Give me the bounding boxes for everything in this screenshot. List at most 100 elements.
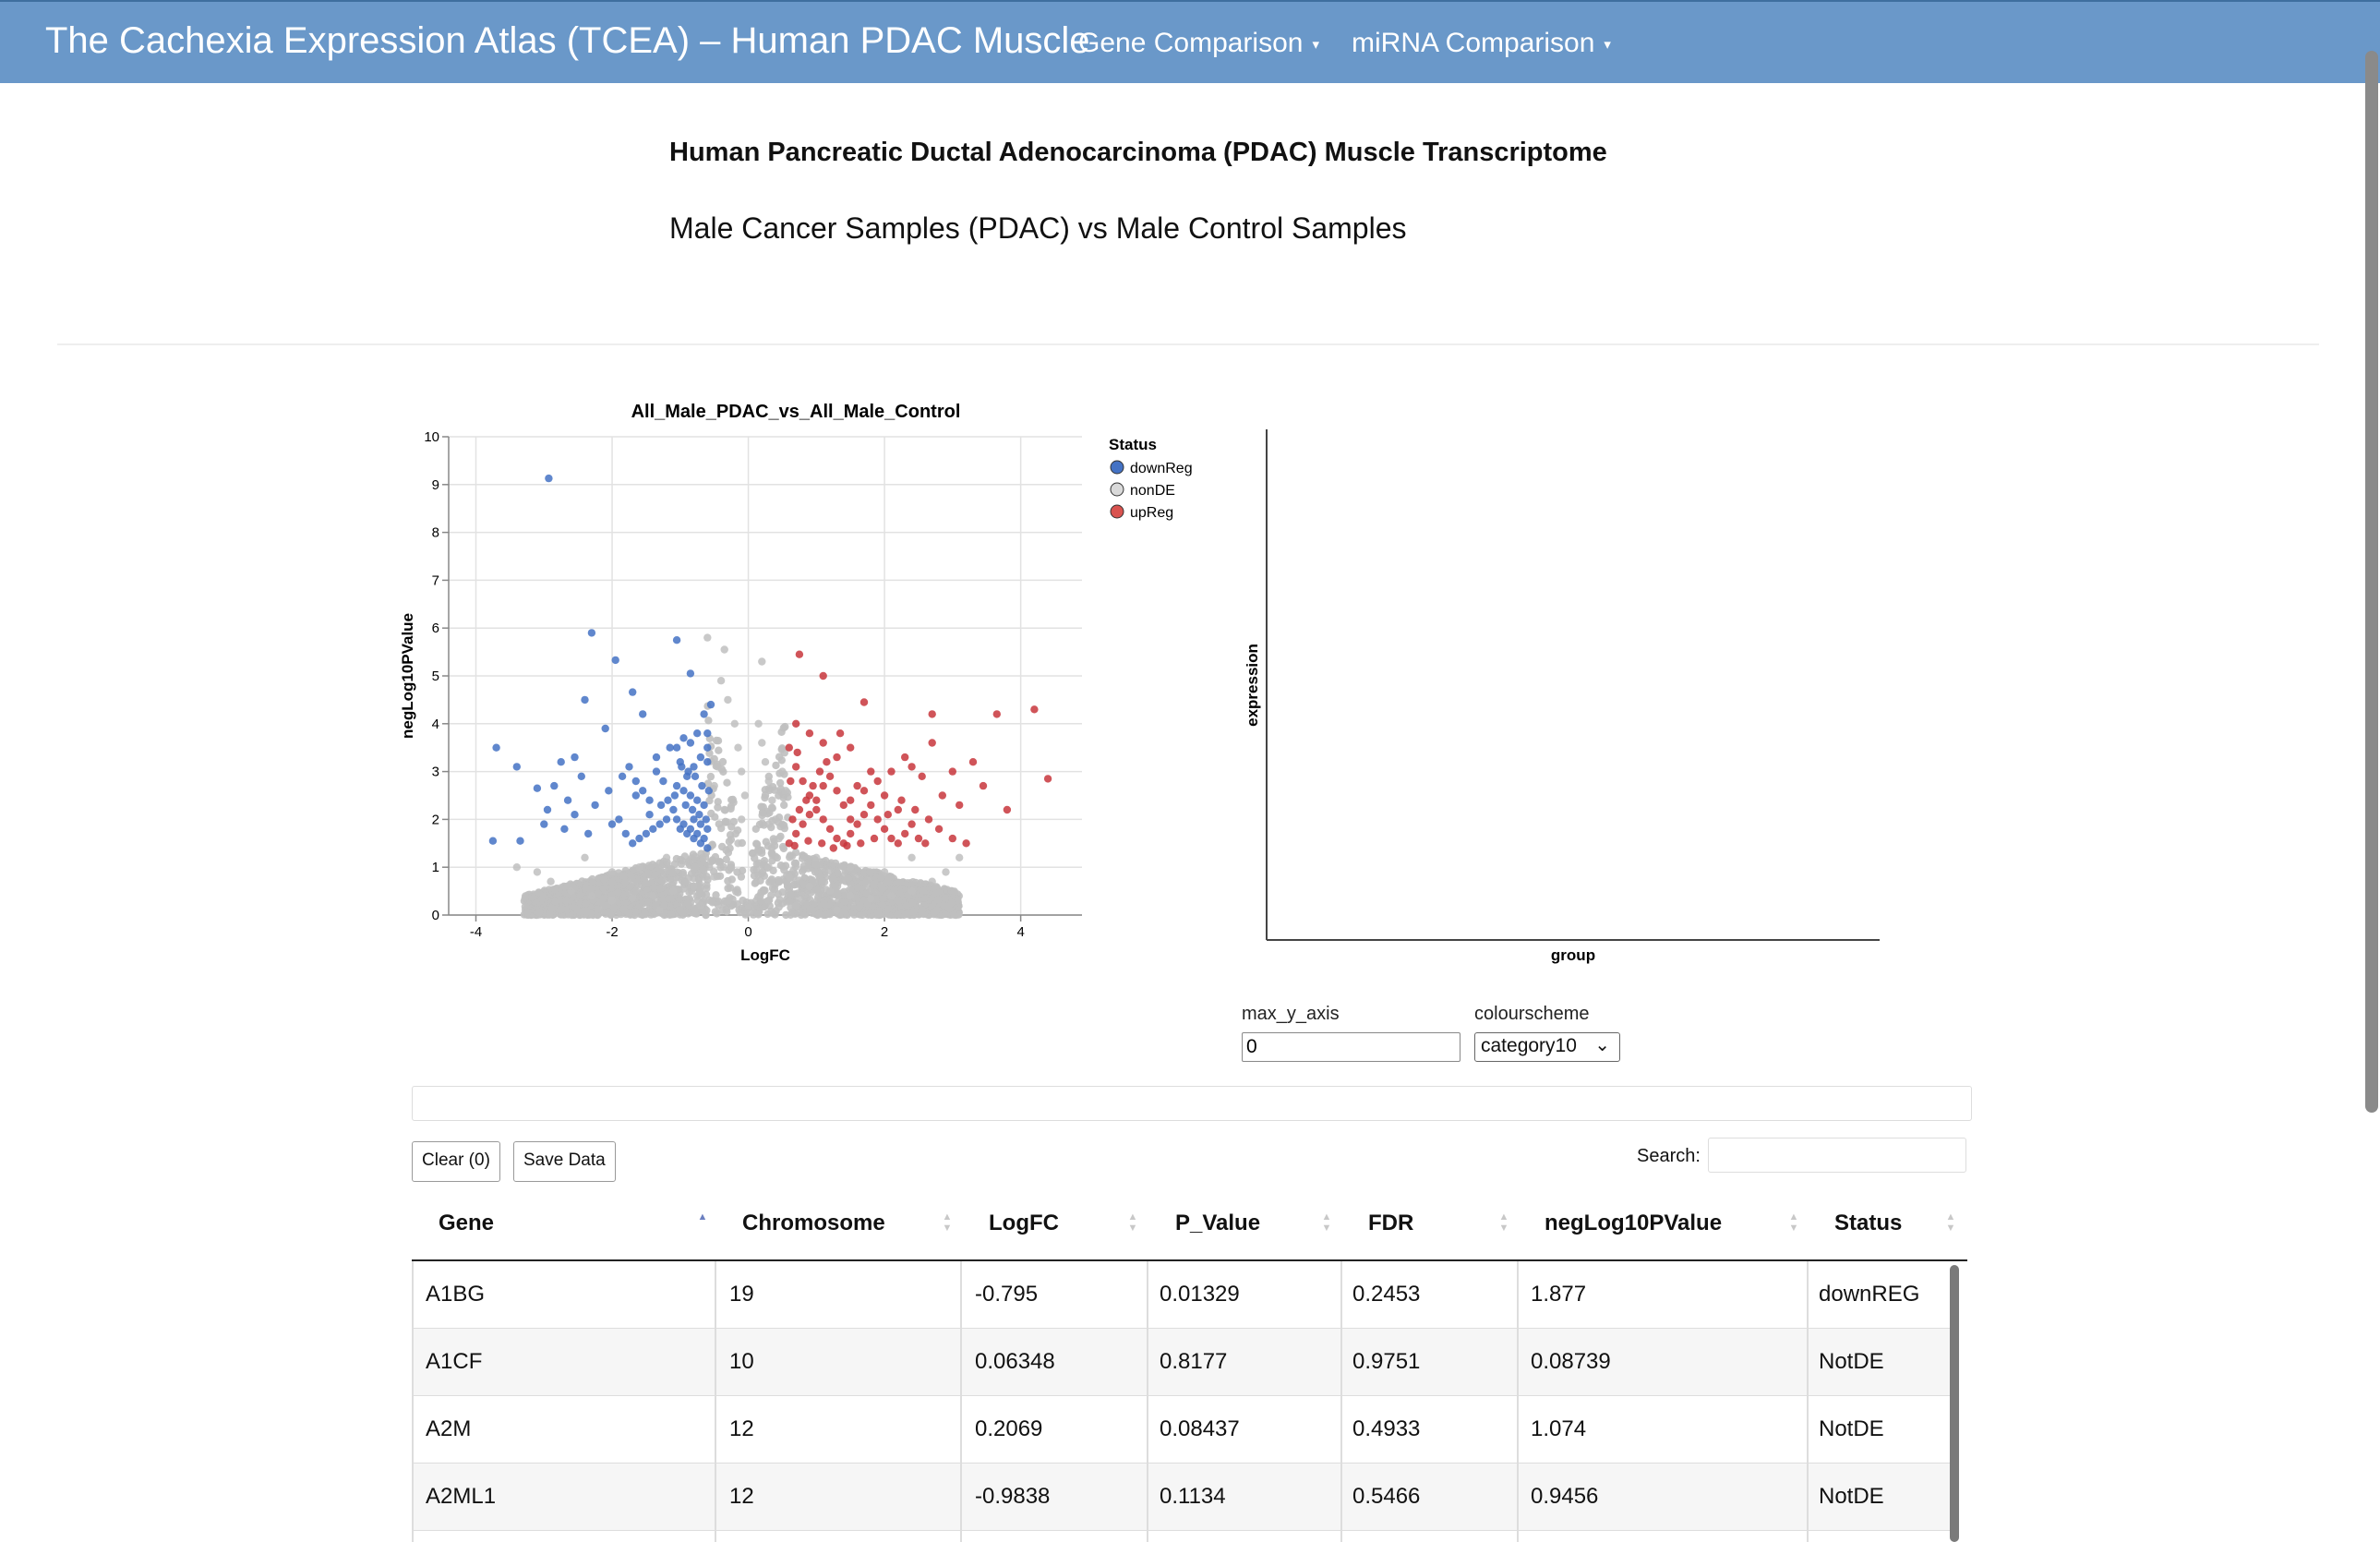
cell-fdr: 0.9751 [1352,1349,1421,1374]
sort-icon[interactable]: ▲ ▼ [1498,1211,1509,1234]
sort-icon[interactable]: ▲ ▼ [942,1211,953,1234]
column-header-status[interactable]: Status [1834,1211,1903,1235]
table-row[interactable]: A1BG 19 -0.795 0.01329 0.2453 1.877 down… [412,1261,1955,1329]
upreg-point [825,772,835,780]
nonde-point [576,891,584,899]
nonde-point [691,862,700,872]
mirna-comparison-menu[interactable]: miRNA Comparison ▾ [1352,28,1611,59]
x-tick-label: -2 [606,924,618,940]
upreg-point [792,719,800,728]
sort-icon[interactable]: ▲ ▼ [1321,1211,1332,1234]
nonde-point [933,896,943,904]
downreg-point [693,829,702,838]
nonde-point [777,756,786,765]
column-header-gene[interactable]: Gene [439,1211,495,1235]
sort-icon[interactable]: ▲ ▼ [1945,1211,1956,1234]
column-header-logfc[interactable]: LogFC [989,1211,1059,1235]
column-divider [1147,1261,1148,1542]
upreg-point [857,839,865,848]
nonde-point [703,633,712,642]
downreg-point [649,825,657,833]
upreg-point [914,834,923,843]
nonde-point [761,786,769,794]
nonde-point [768,884,777,893]
table-row[interactable]: A2ML1 12 -0.9838 0.1134 0.5466 0.9456 No… [412,1464,1955,1531]
nonde-point [665,895,673,903]
nonde-point [575,908,584,916]
nonde-point [715,858,723,866]
nonde-point [724,897,732,905]
nonde-point [859,910,867,920]
nonde-point [825,886,835,896]
y-tick-label: 3 [432,765,439,780]
downreg-point [621,829,630,838]
nonde-point [928,877,936,885]
table-row[interactable]: A1CF 10 0.06348 0.8177 0.9751 0.08739 No… [412,1329,1955,1396]
nonde-point [919,886,928,895]
page-scrollbar[interactable] [2365,51,2378,1113]
nonde-point [699,865,707,873]
nonde-point [696,901,705,910]
nonde-point [950,887,959,896]
nonde-point [833,888,842,897]
upreg-point [805,729,814,738]
save-data-button[interactable]: Save Data [513,1141,616,1182]
downreg-point [571,811,579,819]
nonde-point [635,863,643,872]
app-title[interactable]: The Cachexia Expression Atlas (TCEA) – H… [45,20,1090,61]
colourscheme-select[interactable]: category10 ⌄ [1474,1032,1620,1062]
volcano-title: All_Male_PDAC_vs_All_Male_Control [631,402,961,422]
downreg-point [690,763,698,771]
nonde-point [771,815,780,824]
gene-comparison-menu[interactable]: Gene Comparison ▾ [1078,28,1319,59]
nonde-point [710,781,718,790]
downreg-point [703,825,712,833]
max-y-axis-input[interactable] [1242,1032,1460,1062]
upreg-point [795,805,804,814]
nonde-point [676,906,684,914]
upreg-point [897,796,906,804]
downreg-point [543,805,552,814]
clear-button[interactable]: Clear (0) [412,1141,500,1182]
nonde-point [561,897,571,905]
sort-icon[interactable]: ▲ ▼ [1127,1211,1138,1234]
upreg-point [867,801,875,810]
nonde-point [902,901,911,910]
nonde-point [794,889,802,897]
table-row[interactable]: A2M 12 0.2069 0.08437 0.4933 1.074 NotDE [412,1396,1955,1464]
nonde-point [768,851,776,860]
upreg-point [847,743,855,752]
search-input[interactable] [1708,1138,1966,1173]
nonde-point [917,880,925,888]
table-scrollbar[interactable] [1950,1265,1959,1542]
sort-icon[interactable]: ▲ ▼ [1788,1211,1799,1234]
upreg-point [833,834,841,843]
column-header-fdr[interactable]: FDR [1368,1211,1414,1235]
nonde-point [759,802,767,812]
nonde-point [818,877,826,885]
column-header-chromosome[interactable]: Chromosome [742,1211,885,1235]
volcano-points[interactable] [488,474,1052,920]
downreg-point [557,758,565,766]
sort-asc-icon[interactable]: ▲ [697,1211,708,1223]
nonde-point [775,791,783,800]
nonde-point [822,910,830,920]
nonde-point [856,901,864,910]
nonde-point [754,719,763,728]
nonde-point [752,860,761,868]
column-header-neglog10pvalue[interactable]: negLog10PValue [1545,1211,1723,1235]
column-header-p-value[interactable]: P_Value [1175,1211,1261,1235]
downreg-point [533,784,542,792]
nonde-point [614,869,623,877]
nonde-point [791,859,800,868]
nonde-point [908,886,916,896]
nonde-point [950,910,958,919]
nonde-point [847,892,855,900]
downreg-point [563,796,572,804]
nonde-point [878,901,887,910]
nonde-point [752,840,762,849]
nonde-point [714,763,722,771]
downreg-point [700,710,708,718]
nonde-point [649,892,657,900]
nonde-point [866,886,875,895]
